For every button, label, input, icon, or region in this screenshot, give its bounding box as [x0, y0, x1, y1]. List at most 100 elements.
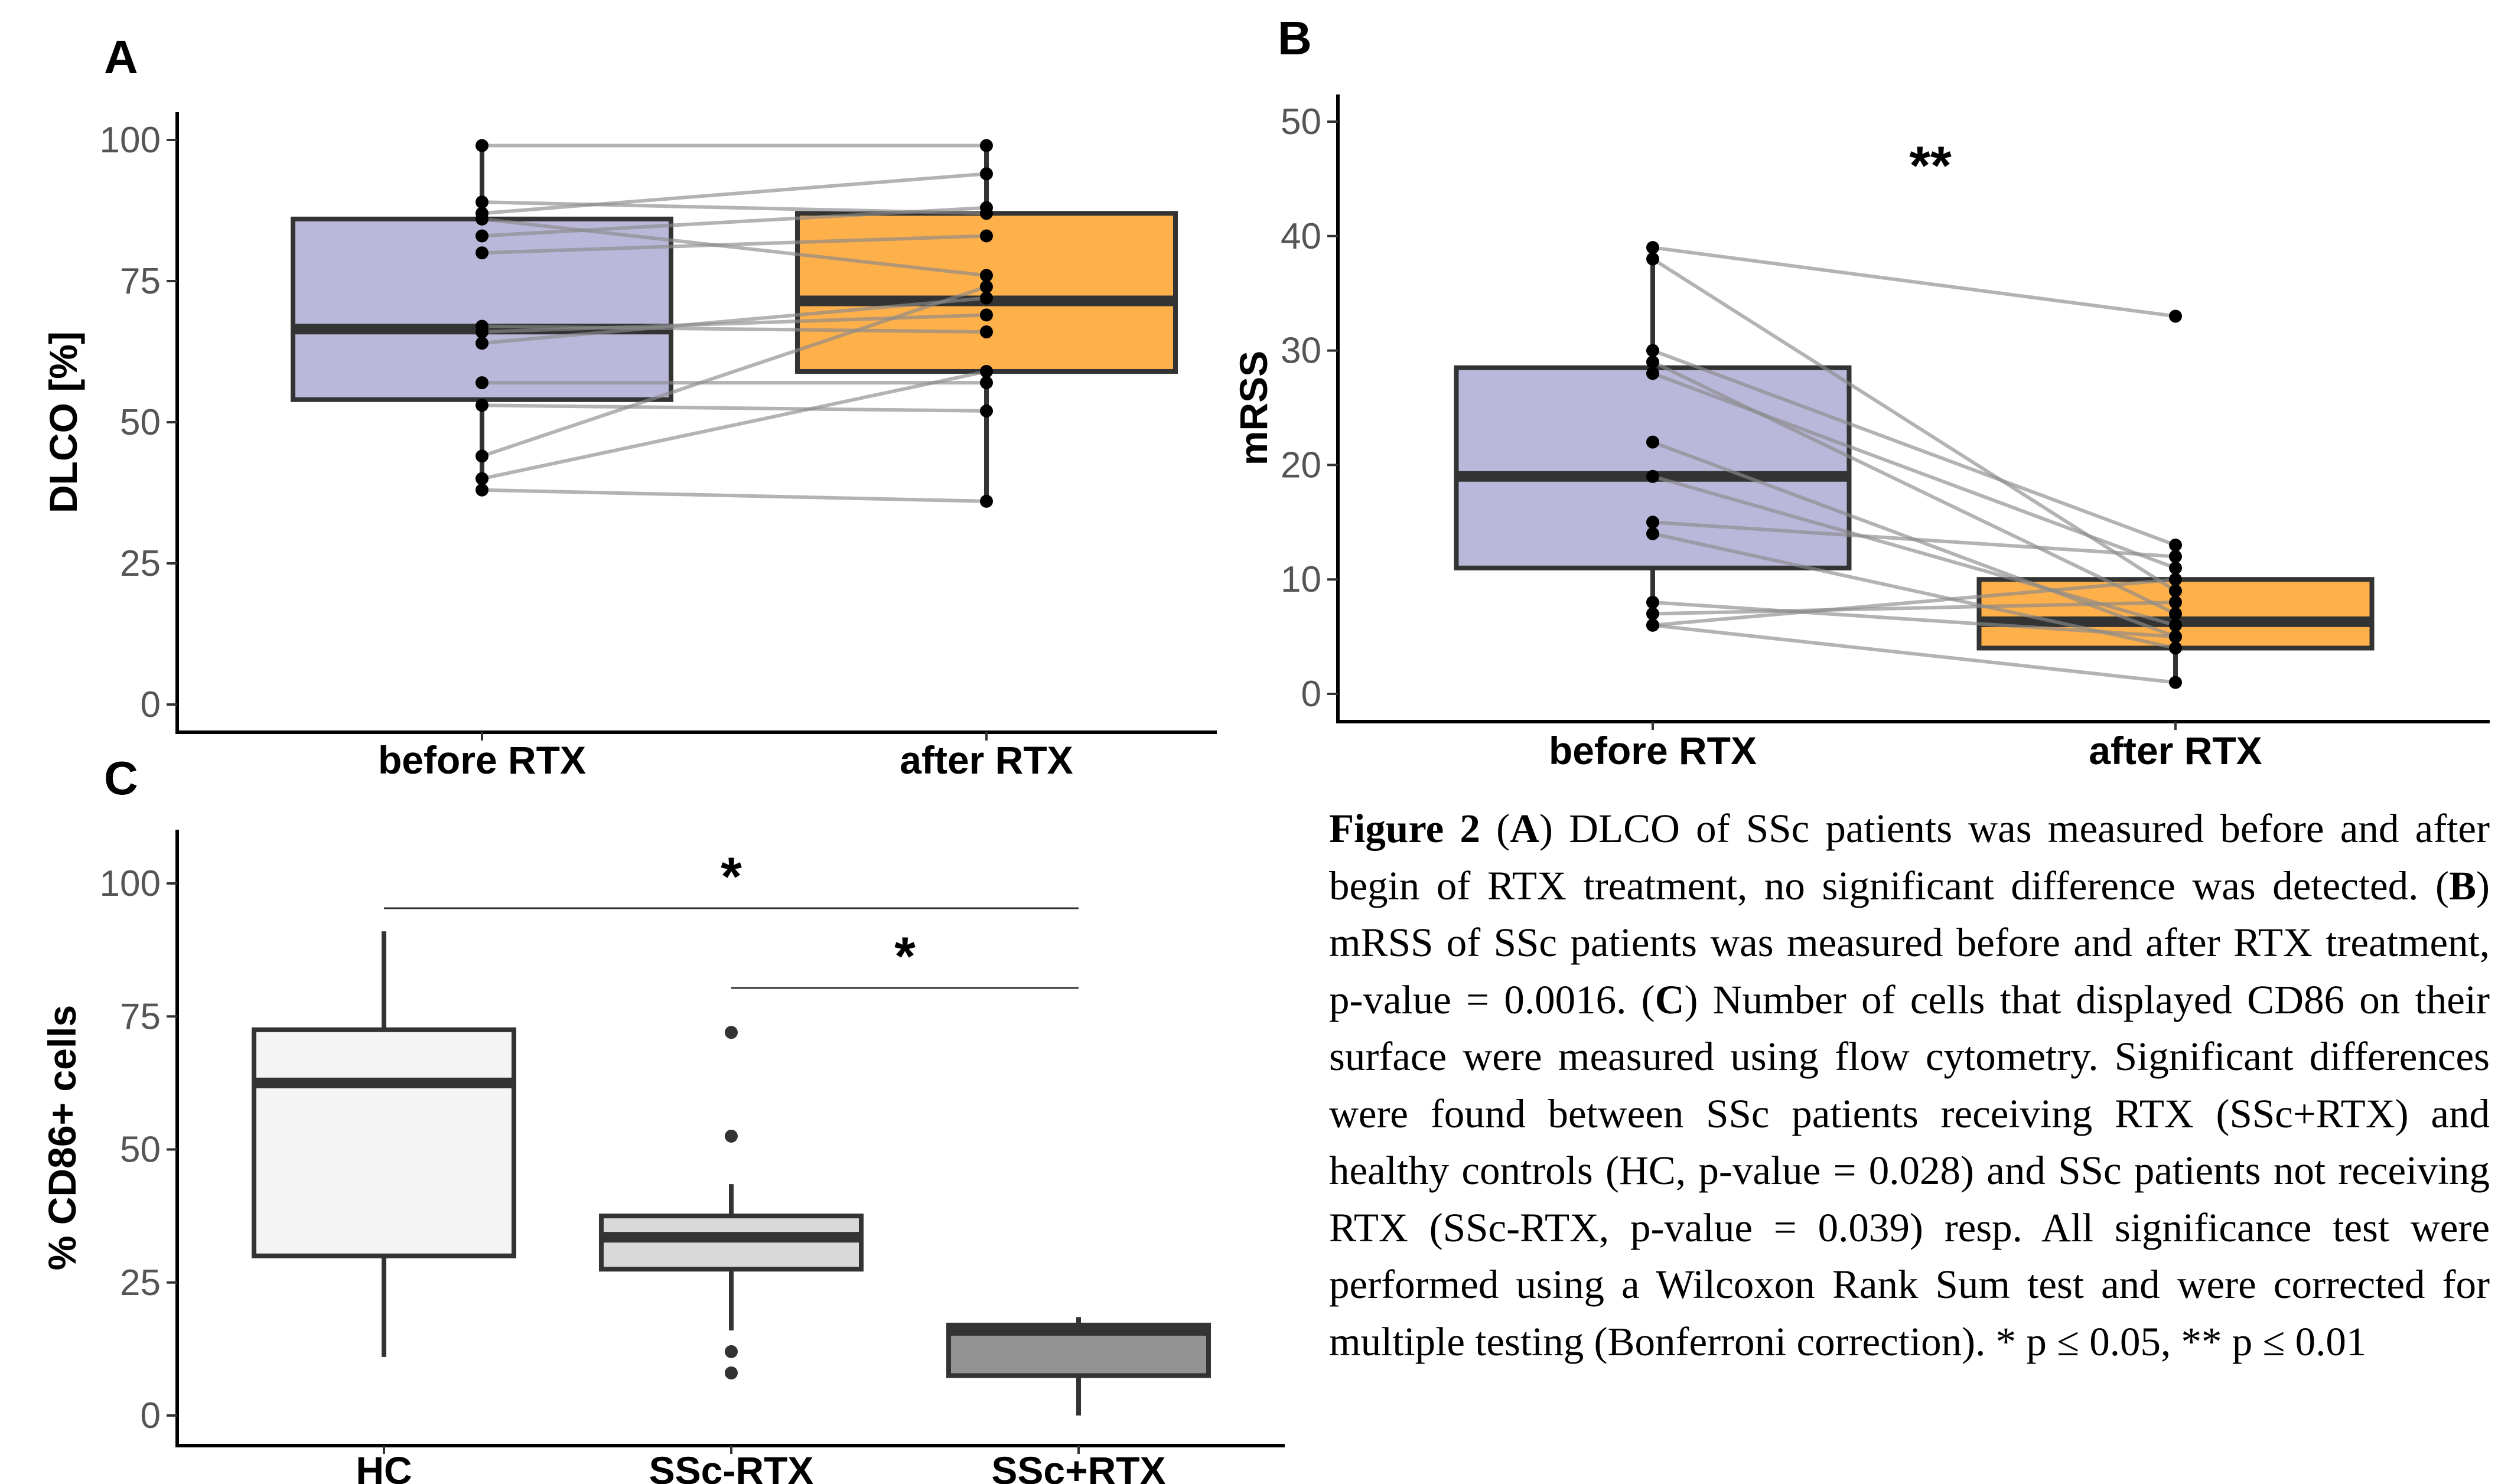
- panel-letter: C: [104, 752, 138, 804]
- data-point-before: [1646, 527, 1659, 540]
- data-point-after: [2169, 641, 2182, 655]
- paired-line: [1652, 520, 2176, 559]
- paired-line: [1652, 600, 2176, 639]
- caption-part-0: (: [1480, 806, 1510, 851]
- y-tick-label: 0: [141, 684, 161, 725]
- paired-line: [1652, 371, 2177, 570]
- x-tick-label: SSc-RTX: [649, 1449, 814, 1484]
- data-point-before: [1646, 435, 1659, 449]
- data-point-before: [1646, 344, 1659, 357]
- y-tick-label: 30: [1281, 331, 1321, 371]
- data-point-before: [476, 139, 488, 152]
- paired-line: [481, 285, 987, 458]
- data-point-before: [1646, 595, 1659, 609]
- data-point-after: [2169, 573, 2182, 586]
- caption-part-3: B: [2448, 863, 2477, 908]
- significance-label: **: [1909, 136, 1952, 196]
- data-point-before: [476, 195, 488, 209]
- outlier-point: [725, 1345, 738, 1358]
- comparison-label: *: [721, 847, 742, 907]
- paired-line: [481, 296, 987, 345]
- outlier-point: [725, 1366, 738, 1379]
- caption-part-1: A: [1510, 806, 1539, 851]
- y-tick-label: 50: [120, 402, 161, 443]
- paired-line: [1652, 578, 2176, 627]
- paired-line: [1652, 360, 2177, 616]
- x-tick-label: before RTX: [378, 738, 586, 782]
- data-point-after: [2169, 595, 2182, 609]
- data-point-after: [980, 404, 993, 418]
- y-tick-label: 50: [1281, 102, 1321, 142]
- y-axis-title: % CD86+ cells: [40, 1005, 84, 1270]
- paired-line: [481, 217, 987, 278]
- caption-part-2: ) DLCO of SSc patients was measured befo…: [1329, 806, 2490, 908]
- paired-line: [481, 313, 987, 334]
- paired-line: [1652, 474, 2176, 627]
- paired-line: [481, 234, 987, 255]
- y-tick-label: 0: [141, 1395, 161, 1436]
- data-point-before: [1646, 618, 1659, 632]
- paired-line: [481, 324, 987, 334]
- data-point-after: [980, 364, 993, 378]
- data-point-after: [980, 325, 993, 339]
- data-point-after: [980, 139, 993, 152]
- paired-line: [481, 488, 987, 503]
- comparison-label: *: [894, 927, 916, 987]
- x-tick-label: HC: [356, 1449, 412, 1484]
- y-axis-title: mRSS: [1232, 351, 1275, 465]
- y-tick-label: 100: [100, 120, 161, 161]
- data-point-before: [1646, 355, 1659, 368]
- paired-line: [481, 370, 987, 481]
- data-point-before: [476, 472, 488, 485]
- data-point-before: [1646, 607, 1659, 621]
- data-point-before: [476, 337, 488, 350]
- y-tick-label: 50: [120, 1130, 161, 1170]
- data-point-before: [1646, 469, 1659, 483]
- caption-part-5: C: [1655, 977, 1685, 1022]
- data-point-after: [2169, 309, 2182, 323]
- data-point-before: [476, 229, 488, 243]
- x-tick-label: SSc+RTX: [991, 1449, 1165, 1484]
- x-tick-label: before RTX: [1549, 729, 1757, 772]
- data-point-after: [2169, 676, 2182, 689]
- data-point-before: [476, 376, 488, 390]
- paired-line: [1652, 531, 2176, 650]
- box-iqr: [599, 1214, 864, 1272]
- box-iqr: [291, 216, 673, 402]
- paired-line: [1652, 246, 2176, 318]
- paired-line: [481, 206, 987, 238]
- y-tick-label: 40: [1281, 216, 1321, 257]
- data-point-before: [1646, 252, 1659, 266]
- x-tick-label: after RTX: [900, 738, 1073, 782]
- paired-line: [1652, 600, 2176, 616]
- y-tick-label: 100: [100, 863, 161, 904]
- data-point-after: [980, 291, 993, 305]
- y-tick-label: 10: [1281, 559, 1321, 600]
- caption-lead: Figure 2: [1329, 806, 1480, 851]
- paired-line: [1652, 623, 2176, 684]
- data-point-after: [2169, 607, 2182, 621]
- data-point-after: [980, 308, 993, 322]
- data-point-before: [1646, 241, 1659, 255]
- panel-letter: B: [1278, 12, 1312, 64]
- data-point-after: [980, 229, 993, 243]
- data-point-after: [980, 269, 993, 282]
- panel-c-chart: C 0 25 50 75 100 % CD86+ cells HC SSc-RTX SSc+RTX…: [40, 752, 1285, 1484]
- paired-line: [1652, 348, 2177, 547]
- y-axis-title: DLCO [%]: [41, 331, 85, 513]
- y-tick-label: 75: [120, 996, 161, 1037]
- data-point-after: [2169, 618, 2182, 632]
- data-point-before: [476, 399, 488, 412]
- panel-a-chart: A 0 25 50 75 100 DLCO [%] before RTX after RTX: [41, 31, 1217, 782]
- y-tick-label: 20: [1281, 445, 1321, 485]
- data-point-before: [476, 483, 488, 497]
- panel-letter: A: [104, 31, 138, 83]
- box-iqr: [252, 1027, 516, 1258]
- paired-line: [481, 172, 987, 216]
- x-tick-label: after RTX: [2089, 729, 2262, 772]
- outlier-point: [725, 1129, 738, 1143]
- data-point-before: [476, 325, 488, 339]
- figure-caption: Figure 2 (A) DLCO of SSc patients was me…: [1329, 800, 2490, 1370]
- caption-part-6: ) Number of cells that displayed CD86 on…: [1329, 977, 2490, 1364]
- paired-line: [481, 403, 987, 413]
